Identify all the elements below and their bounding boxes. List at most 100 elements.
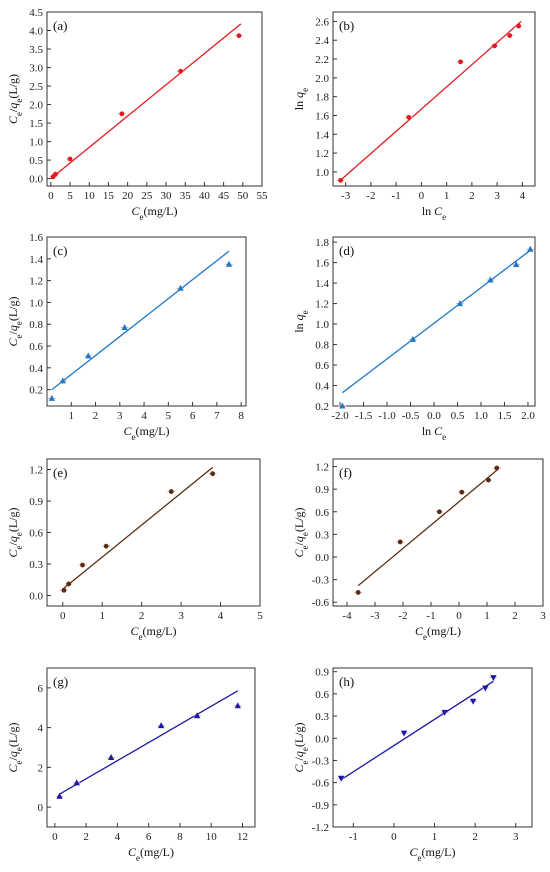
data-point xyxy=(516,23,521,29)
y-tick-label: 1.4 xyxy=(315,129,329,141)
data-point xyxy=(168,489,174,494)
y-tick-label: 1.2 xyxy=(29,465,43,477)
x-axis-label: Ce(mg/L) xyxy=(128,845,174,863)
y-tick-label: 0.3 xyxy=(29,559,43,571)
panel-label: (d) xyxy=(339,243,354,258)
chart-panel: 1 2 3 4 5 6 7 8 0.2 0.4 0.6 0.8 1.0 1.2 1.4 1.6 (c) Ce(mg… xyxy=(6,232,247,442)
y-tick-label: 1.6 xyxy=(29,232,43,244)
x-tick-label: 1 xyxy=(432,831,438,843)
x-tick-label: 3 xyxy=(540,610,546,622)
y-tick-label: 1.0 xyxy=(29,137,43,149)
data-point xyxy=(85,352,92,359)
x-tick-label: 8 xyxy=(238,410,244,422)
data-point xyxy=(121,323,128,330)
data-point xyxy=(234,702,241,709)
x-tick-label: 0 xyxy=(419,190,425,202)
y-tick-label: 4.0 xyxy=(29,26,43,38)
x-axis-label: ln Ce xyxy=(422,424,446,442)
data-point xyxy=(406,114,412,120)
x-tick-label: 6 xyxy=(146,831,152,843)
data-point xyxy=(487,276,494,283)
y-tick-label: 0.6 xyxy=(315,360,329,372)
plot-frame xyxy=(46,236,247,407)
y-tick-label: 1.2 xyxy=(29,276,43,288)
x-tick-label: 50 xyxy=(237,190,249,202)
data-point xyxy=(67,156,73,162)
data-point xyxy=(157,722,165,729)
x-axis-label: Ce(mg/L) xyxy=(415,624,461,642)
data-point xyxy=(53,171,58,177)
x-axis-label: Ce(mg/L) xyxy=(409,845,455,863)
plot-frame xyxy=(46,458,261,607)
y-tick-label: 1.8 xyxy=(315,237,329,249)
data-point xyxy=(527,245,534,252)
y-tick-label: 0.4 xyxy=(29,363,43,375)
data-point xyxy=(119,111,125,117)
data-point xyxy=(107,753,115,760)
y-tick-label: 0.9 xyxy=(29,496,43,508)
x-tick-label: 1 xyxy=(484,610,490,622)
y-axis-label: ln qe xyxy=(292,310,310,332)
x-tick-label: 2 xyxy=(93,410,99,422)
data-point xyxy=(441,709,448,716)
data-point xyxy=(355,590,361,595)
x-tick-label: 2 xyxy=(469,190,475,202)
x-tick-label: 3 xyxy=(178,610,184,622)
y-tick-label: 0.4 xyxy=(315,381,329,393)
chart-panel: -2.0 -1.5 -1.0 -0.5 0.0 0.5 1.0 1.5 2.0 0.2 0.4 0.6… xyxy=(292,236,536,442)
data-point xyxy=(56,792,63,799)
y-tick-label: 0.5 xyxy=(29,155,43,167)
data-point xyxy=(456,300,464,307)
x-tick-label: 40 xyxy=(199,190,211,202)
y-tick-label: 2.5 xyxy=(29,81,43,93)
data-point xyxy=(486,477,491,483)
panel-label: (e) xyxy=(53,465,67,480)
y-tick-label: 2.0 xyxy=(315,73,329,85)
panel-label: (f) xyxy=(339,465,352,480)
y-axis-label: Ce/qe(L/g) xyxy=(6,722,24,772)
x-tick-label: 4 xyxy=(115,831,121,843)
chart-panel: 0 1 2 3 4 5 0.0 0.3 0.6 0.9 1.2 (e) Ce(mg/L) Ce/qe(L/… xyxy=(6,458,263,642)
data-point xyxy=(490,675,497,682)
fit-line xyxy=(342,249,531,394)
x-tick-label: -1 xyxy=(349,831,358,843)
y-tick-label: 1.4 xyxy=(315,278,329,290)
y-tick-label: 1.4 xyxy=(29,254,43,266)
data-point xyxy=(469,698,477,705)
data-point xyxy=(513,261,520,268)
data-point xyxy=(507,33,513,38)
chart-panel: 0 2 4 6 8 10 12 0 2 4 6 (g) Ce(mg/L) Ce/qe(L/g) xyxy=(6,667,256,863)
plot-frame xyxy=(332,458,544,607)
y-tick-label: -0.6 xyxy=(312,778,330,790)
y-tick-label: 2 xyxy=(38,762,44,774)
y-tick-label: 2.2 xyxy=(315,54,329,66)
y-tick-label: 0.2 xyxy=(29,385,43,397)
y-tick-label: 0.0 xyxy=(29,174,43,186)
x-tick-label: 4 xyxy=(141,410,147,422)
x-tick-label: 4 xyxy=(520,190,526,202)
x-tick-label: 0.5 xyxy=(451,410,465,422)
y-tick-label: 0.6 xyxy=(29,528,43,540)
chart-panel: -1 0 1 2 3 -1.2 -0.9 -0.6 -0.3 0.0 0.3 0.6 0.9 (h) Ce(… xyxy=(292,667,533,863)
x-tick-label: 1 xyxy=(69,410,75,422)
data-point xyxy=(338,177,343,183)
x-tick-label: -1.0 xyxy=(378,410,396,422)
y-tick-label: 2.4 xyxy=(315,35,329,47)
y-tick-label: 3.5 xyxy=(29,44,43,56)
panel-label: (h) xyxy=(339,674,354,689)
x-tick-label: 2 xyxy=(139,610,145,622)
x-tick-label: 2 xyxy=(83,831,89,843)
x-axis-label: Ce(mg/L) xyxy=(130,624,176,642)
fit-line xyxy=(50,23,242,180)
x-tick-label: 1 xyxy=(99,610,105,622)
y-tick-label: 1.5 xyxy=(29,118,43,130)
y-tick-label: 0.0 xyxy=(315,552,329,564)
x-tick-label: 25 xyxy=(141,190,153,202)
data-point xyxy=(61,587,67,593)
panel-label: (c) xyxy=(53,243,67,258)
x-tick-label: 45 xyxy=(218,190,230,202)
y-tick-label: 0 xyxy=(38,802,44,814)
x-tick-label: 2 xyxy=(472,831,478,843)
data-point xyxy=(459,489,465,495)
